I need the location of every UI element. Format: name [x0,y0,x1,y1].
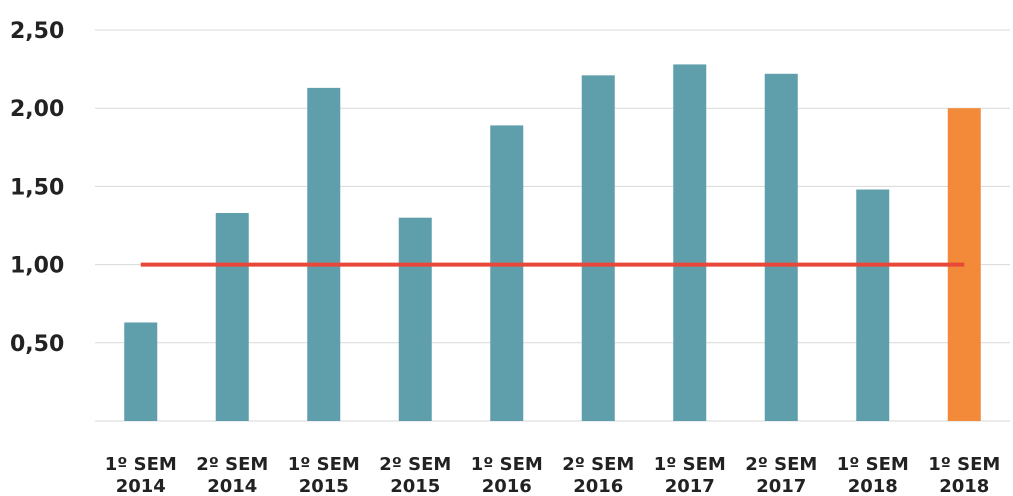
y-tick-label: 2,50 [10,19,64,44]
x-tick-label: 1º SEM 2017 [654,454,726,496]
x-tick-label: 1º SEM 2018 [928,454,1000,496]
x-tick-label: 1º SEM 2015 [288,454,360,496]
x-tick-label: 1º SEM 2014 [105,454,177,496]
x-tick-label: 2º SEM 2017 [745,454,817,496]
bar-9 [856,189,890,421]
bar-7 [673,64,707,422]
x-tick-label: 1º SEM 2018 [837,454,909,496]
bar-6 [581,75,615,421]
bar-2 [215,212,249,421]
bar-8 [764,73,798,422]
bar-1 [124,322,158,421]
y-tick-label: 0,50 [10,332,64,357]
bar-4 [398,217,432,421]
x-tick-label: 2º SEM 2014 [196,454,268,496]
y-tick-label: 1,00 [10,254,64,279]
x-tick-label: 1º SEM 2016 [471,454,543,496]
y-tick-label: 1,50 [10,175,64,200]
y-tick-label: 2,00 [10,97,64,122]
bar-3 [307,87,341,422]
bar-5 [490,125,524,422]
x-tick-label: 2º SEM 2016 [562,454,634,496]
x-tick-label: 2º SEM 2015 [379,454,451,496]
